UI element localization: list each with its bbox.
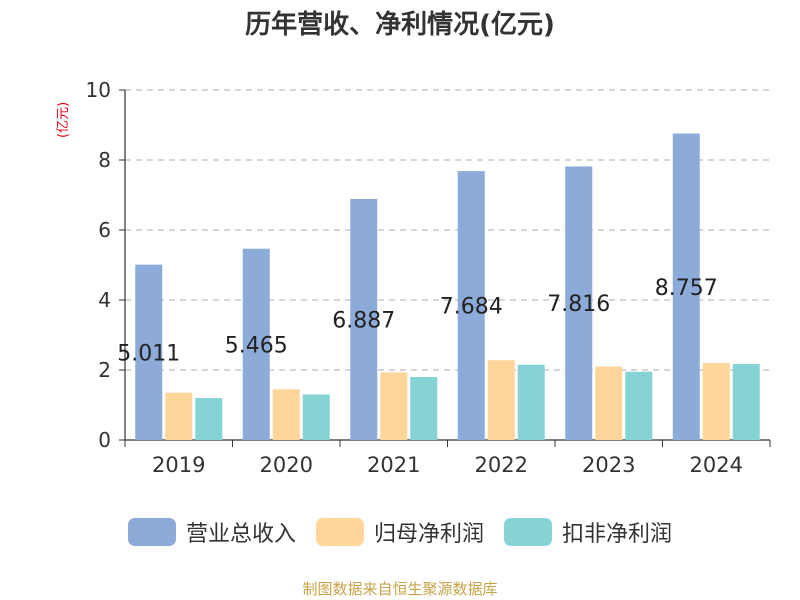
x-tick-label-2020: 2020 bbox=[260, 453, 313, 477]
bar-revenue-2022 bbox=[457, 171, 485, 440]
legend-item-revenue[interactable]: 营业总收入 bbox=[127, 516, 296, 548]
y-tick-label-8: 8 bbox=[98, 148, 111, 172]
bar-parent-net-profit-2022 bbox=[487, 360, 515, 440]
legend-swatch-non-recurring-net-profit bbox=[504, 518, 552, 546]
legend-item-non-recurring-net-profit[interactable]: 扣非净利润 bbox=[504, 516, 672, 548]
y-tick-label-6: 6 bbox=[98, 218, 111, 242]
x-tick-label-2021: 2021 bbox=[367, 453, 420, 477]
bar-revenue-2024 bbox=[672, 133, 700, 440]
bar-parent-net-profit-2023 bbox=[595, 366, 623, 440]
bar-parent-net-profit-2021 bbox=[380, 372, 408, 440]
data-label-revenue-2022: 7.684 bbox=[440, 295, 503, 320]
y-tick-label-4: 4 bbox=[98, 288, 111, 312]
data-label-revenue-2019: 5.011 bbox=[117, 341, 180, 366]
bar-parent-net-profit-2020 bbox=[272, 389, 300, 440]
legend-swatch-parent-net-profit bbox=[315, 518, 364, 546]
legend-label-non-recurring-net-profit: 扣非净利润 bbox=[562, 522, 673, 547]
y-tick-label-0: 0 bbox=[98, 428, 111, 452]
data-label-revenue-2021: 6.887 bbox=[332, 308, 395, 333]
data-label-revenue-2023: 7.816 bbox=[547, 292, 610, 317]
legend-item-parent-net-profit[interactable]: 归母净利润 bbox=[315, 516, 484, 548]
bar-revenue-2023 bbox=[565, 166, 593, 440]
y-tick-label-2: 2 bbox=[98, 358, 111, 382]
data-label-revenue-2020: 5.465 bbox=[225, 333, 288, 358]
x-tick-label-2023: 2023 bbox=[582, 453, 635, 477]
bar-non-recurring-net-profit-2019 bbox=[195, 398, 223, 440]
bar-non-recurring-net-profit-2024 bbox=[732, 364, 760, 440]
x-tick-label-2019: 2019 bbox=[152, 453, 205, 477]
legend: 营业总收入 归母净利润 扣非净利润 bbox=[0, 516, 800, 548]
data-source-footer: 制图数据来自恒生聚源数据库 bbox=[302, 580, 498, 598]
data-label-revenue-2024: 8.757 bbox=[655, 276, 718, 301]
legend-label-parent-net-profit: 归母净利润 bbox=[373, 522, 484, 547]
legend-label-revenue: 营业总收入 bbox=[185, 522, 296, 547]
chart-title: 历年营收、净利情况(亿元) bbox=[245, 10, 555, 40]
bar-parent-net-profit-2019 bbox=[165, 392, 193, 440]
bar-non-recurring-net-profit-2020 bbox=[302, 394, 330, 440]
bar-revenue-2021 bbox=[350, 198, 378, 440]
bar-non-recurring-net-profit-2023 bbox=[625, 371, 653, 440]
bar-non-recurring-net-profit-2022 bbox=[517, 364, 545, 440]
bar-non-recurring-net-profit-2021 bbox=[410, 377, 438, 440]
bar-revenue-2020 bbox=[242, 248, 270, 440]
bar-revenue-2019 bbox=[135, 264, 163, 440]
legend-swatch-revenue bbox=[127, 518, 176, 546]
x-tick-label-2024: 2024 bbox=[690, 453, 743, 477]
bar-parent-net-profit-2024 bbox=[702, 363, 730, 440]
y-tick-label-10: 10 bbox=[86, 78, 111, 102]
x-tick-label-2022: 2022 bbox=[475, 453, 528, 477]
